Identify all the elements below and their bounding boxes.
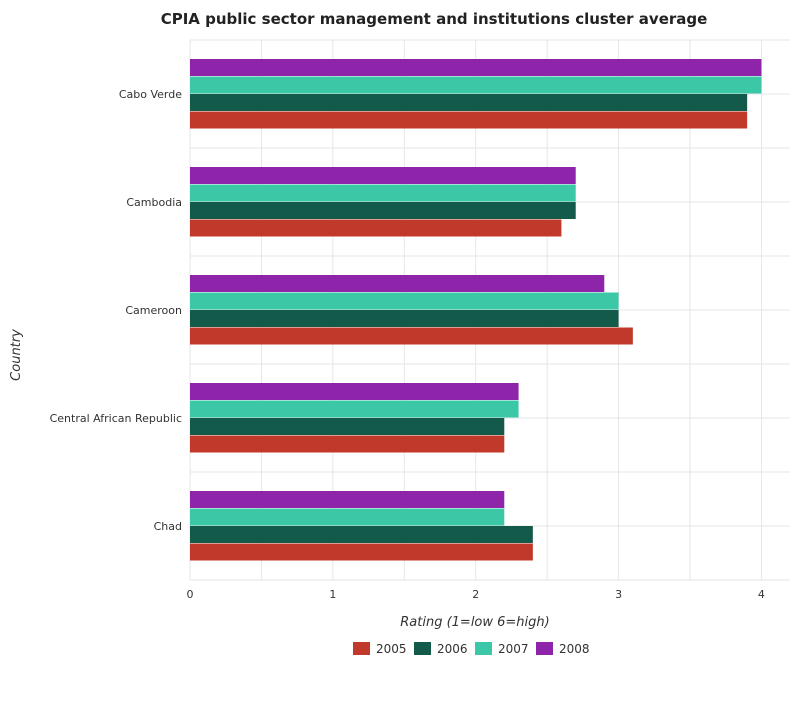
y-tick-label: Cambodia bbox=[126, 196, 182, 209]
bar bbox=[190, 327, 633, 345]
legend-label: 2006 bbox=[437, 642, 468, 656]
bar bbox=[190, 59, 762, 76]
x-tick-label: 4 bbox=[758, 588, 765, 601]
x-tick-label: 0 bbox=[187, 588, 194, 601]
bar bbox=[190, 491, 505, 508]
bar bbox=[190, 310, 619, 327]
legend-label: 2005 bbox=[376, 642, 407, 656]
bar bbox=[190, 292, 619, 310]
bar bbox=[190, 184, 576, 202]
bar bbox=[190, 543, 533, 561]
y-axis-label: Country bbox=[9, 329, 24, 381]
bar bbox=[190, 383, 519, 400]
y-tick-label: Central African Republic bbox=[50, 412, 182, 425]
x-axis-label: Rating (1=low 6=high) bbox=[400, 615, 549, 630]
bar bbox=[190, 111, 748, 129]
y-tick-label: Cabo Verde bbox=[119, 88, 182, 101]
x-tick-label: 2 bbox=[472, 588, 479, 601]
legend-swatch bbox=[353, 642, 370, 655]
bar bbox=[190, 202, 576, 219]
bar bbox=[190, 508, 505, 526]
legend-label: 2007 bbox=[498, 642, 529, 656]
bar bbox=[190, 275, 605, 292]
x-tick-labels: 0 1 2 3 4 bbox=[187, 588, 765, 601]
y-tick-labels: Cabo Verde Cambodia Cameroon Central Africa… bbox=[50, 88, 183, 533]
y-tick-label: Cameroon bbox=[125, 304, 182, 317]
bar bbox=[190, 400, 519, 418]
bar bbox=[190, 435, 505, 453]
bar bbox=[190, 94, 748, 111]
bar bbox=[190, 76, 762, 94]
bar bbox=[190, 167, 576, 184]
bar bbox=[190, 219, 562, 237]
legend: 2005 2006 2007 2008 bbox=[353, 642, 590, 656]
legend-swatch bbox=[475, 642, 492, 655]
legend-swatch bbox=[536, 642, 553, 655]
bars-group bbox=[190, 59, 762, 561]
legend-label: 2008 bbox=[559, 642, 590, 656]
x-tick-label: 3 bbox=[615, 588, 622, 601]
legend-swatch bbox=[414, 642, 431, 655]
bar bbox=[190, 526, 533, 543]
x-tick-label: 1 bbox=[329, 588, 336, 601]
bar bbox=[190, 418, 505, 435]
y-tick-label: Chad bbox=[154, 520, 182, 533]
chart-title: CPIA public sector management and instit… bbox=[161, 10, 708, 28]
